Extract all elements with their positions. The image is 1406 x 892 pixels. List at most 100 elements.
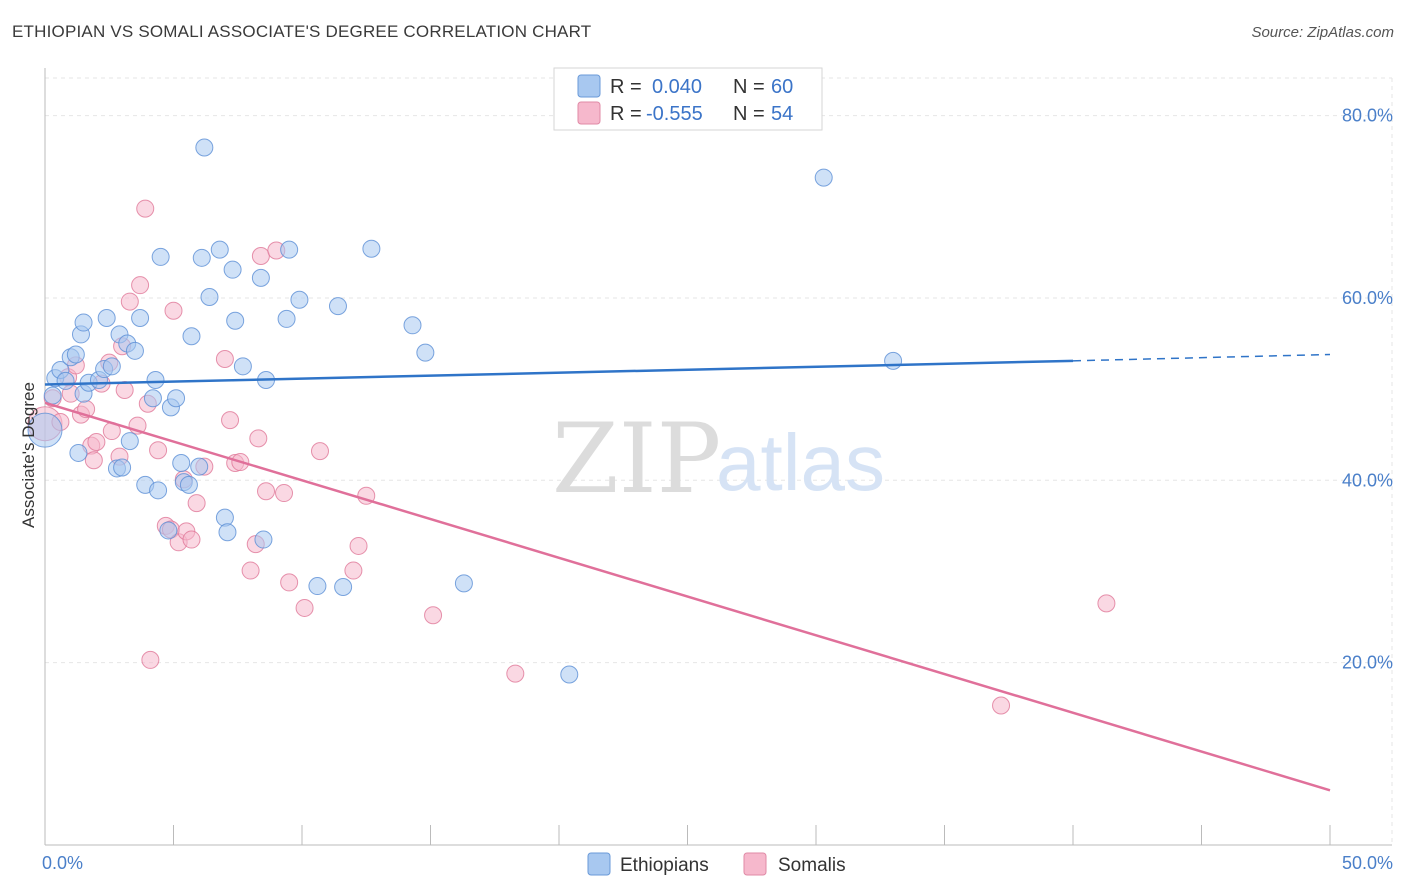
ethiopian-point bbox=[27, 412, 63, 448]
ethiopian-point bbox=[143, 389, 162, 408]
somali-point bbox=[120, 292, 139, 311]
somali-r-value: -0.555 bbox=[646, 103, 703, 125]
ethiopian-n-value: 60 bbox=[771, 76, 793, 98]
ethiopian-point bbox=[884, 351, 903, 370]
ethiopian-point bbox=[56, 371, 75, 390]
ethiopian-point bbox=[146, 371, 165, 389]
somali-point bbox=[344, 561, 363, 580]
ethiopian-n-label: N = bbox=[733, 76, 765, 98]
y-tick-label: 80.0% bbox=[1342, 106, 1393, 126]
somali-n-label: N = bbox=[733, 103, 765, 125]
ethiopian-point bbox=[226, 311, 245, 330]
y-tick-label: 20.0% bbox=[1342, 653, 1393, 673]
ethiopian-point bbox=[560, 665, 579, 684]
somali-point bbox=[187, 494, 206, 513]
trend-lines bbox=[44, 353, 1331, 792]
somali-point bbox=[221, 411, 240, 430]
somali-point bbox=[149, 441, 168, 460]
somali-point bbox=[992, 696, 1011, 715]
legend-label-ethiopians: Ethiopians bbox=[620, 855, 709, 876]
somali-trend-line bbox=[44, 401, 1331, 792]
legend-swatch-ethiopians bbox=[587, 852, 611, 876]
y-tick-labels: 20.0% 40.0% 60.0% 80.0% bbox=[1342, 106, 1393, 673]
ethiopian-point bbox=[328, 297, 347, 316]
ethiopian-trend-line bbox=[44, 359, 1074, 386]
somali-point bbox=[295, 598, 314, 617]
ethiopian-point bbox=[233, 357, 252, 376]
somali-r-label: R = bbox=[610, 103, 642, 125]
watermark: ZIP atlas bbox=[552, 403, 885, 515]
ethiopian-point bbox=[97, 309, 116, 327]
ethiopian-point bbox=[167, 389, 186, 408]
source-credit: Source: ZipAtlas.com bbox=[1251, 24, 1394, 41]
somali-point bbox=[257, 482, 276, 501]
somali-point bbox=[424, 606, 443, 625]
legend-label-somalis: Somalis bbox=[778, 855, 846, 876]
ethiopian-point bbox=[74, 313, 93, 332]
ethiopian-point bbox=[223, 260, 242, 279]
somali-point bbox=[506, 664, 525, 683]
ethiopian-point bbox=[159, 521, 178, 540]
somali-point bbox=[280, 573, 299, 592]
ethiopian-point bbox=[131, 309, 150, 327]
ethiopian-points bbox=[27, 138, 903, 684]
ethiopian-point bbox=[66, 345, 85, 364]
ethiopian-point bbox=[151, 247, 170, 266]
ethiopian-point bbox=[210, 240, 229, 259]
somali-point bbox=[164, 301, 183, 320]
somali-point bbox=[241, 561, 260, 580]
x-tick-label: 50.0% bbox=[1342, 853, 1393, 873]
ethiopian-point bbox=[251, 268, 270, 287]
ethiopian-point bbox=[190, 457, 209, 476]
ethiopian-point bbox=[182, 327, 201, 346]
ethiopian-point bbox=[362, 239, 381, 258]
somali-point bbox=[275, 484, 294, 503]
axes bbox=[44, 68, 1392, 846]
legend-swatch-somalis bbox=[743, 852, 767, 876]
stats-legend: R = 0.040 N = 60 R = -0.555 N = 54 bbox=[553, 67, 823, 131]
ethiopian-point bbox=[69, 443, 88, 462]
watermark-atlas: atlas bbox=[716, 418, 885, 507]
somali-point bbox=[182, 530, 201, 549]
somali-legend-swatch bbox=[577, 101, 601, 125]
ethiopian-point bbox=[195, 138, 214, 157]
y-tick-label: 40.0% bbox=[1342, 470, 1393, 490]
ethiopian-point bbox=[290, 290, 309, 309]
ethiopian-point bbox=[172, 453, 191, 472]
watermark-zip: ZIP bbox=[552, 403, 721, 515]
somali-point bbox=[131, 276, 150, 295]
ethiopian-point bbox=[218, 523, 237, 542]
ethiopian-point bbox=[814, 168, 833, 187]
ethiopian-point bbox=[277, 309, 296, 328]
ethiopian-point bbox=[308, 577, 327, 596]
ethiopian-point bbox=[120, 432, 139, 451]
somali-point bbox=[251, 247, 270, 265]
somali-point bbox=[349, 536, 368, 555]
somali-point bbox=[1097, 594, 1116, 613]
ethiopian-point bbox=[215, 508, 234, 527]
somali-point bbox=[141, 650, 160, 669]
ethiopian-point bbox=[113, 458, 132, 477]
chart-title: ETHIOPIAN VS SOMALI ASSOCIATE'S DEGREE C… bbox=[12, 22, 592, 41]
ethiopian-point bbox=[454, 574, 473, 593]
somali-point bbox=[136, 199, 155, 218]
ethiopian-point bbox=[125, 341, 144, 360]
ethiopian-r-label: R = bbox=[610, 76, 642, 98]
ethiopian-point bbox=[102, 357, 121, 376]
ethiopian-point bbox=[403, 316, 422, 335]
ethiopian-point bbox=[280, 240, 299, 259]
series-legend: Ethiopians Somalis bbox=[587, 852, 846, 876]
ethiopian-r-value: 0.040 bbox=[652, 76, 702, 98]
ethiopian-point bbox=[149, 481, 168, 500]
somali-point bbox=[249, 429, 268, 448]
ethiopian-legend-swatch bbox=[577, 74, 601, 98]
ethiopian-trend-extension bbox=[1072, 353, 1331, 362]
somali-n-value: 54 bbox=[771, 103, 793, 125]
ethiopian-point bbox=[416, 343, 435, 362]
ethiopian-point bbox=[43, 386, 62, 405]
ethiopian-point bbox=[179, 475, 198, 494]
y-tick-label: 60.0% bbox=[1342, 288, 1393, 308]
ethiopian-point bbox=[254, 530, 273, 549]
somali-point bbox=[84, 451, 103, 470]
